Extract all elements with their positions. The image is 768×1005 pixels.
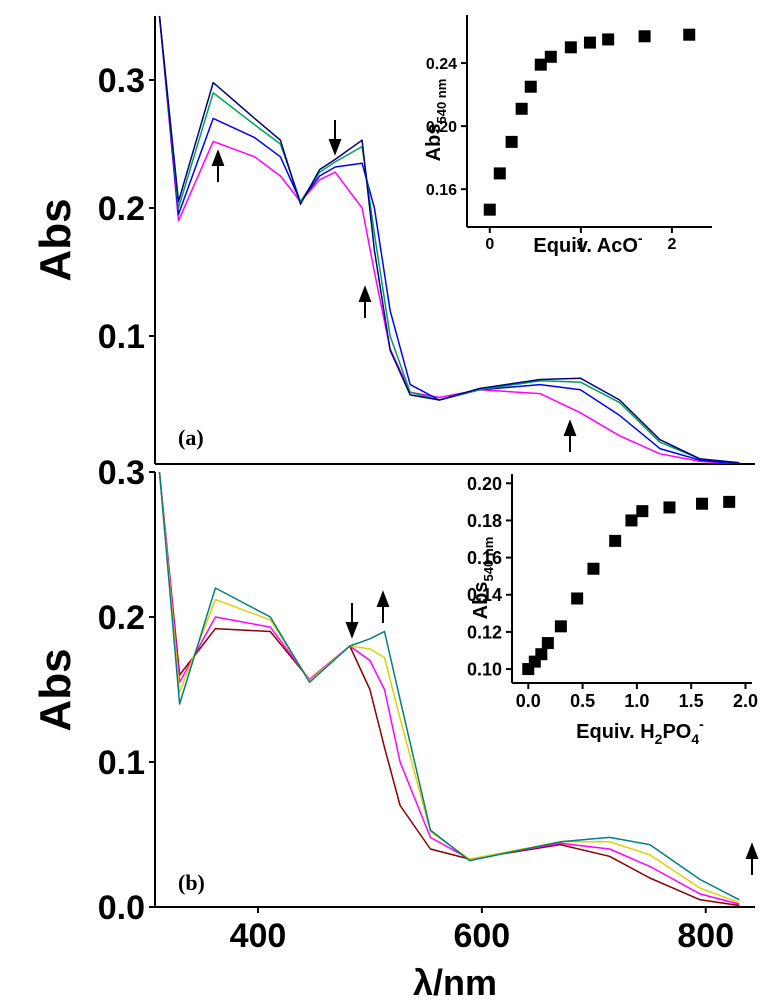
y-tick-label: 0.14 (467, 585, 502, 605)
y-tick-label: 0.0 (98, 889, 145, 927)
spectrum-line (158, 15, 740, 464)
data-point (534, 58, 547, 71)
inset-x-label: Equiv. H2PO4- (576, 716, 704, 747)
inset-y-label: Abs540 nm (470, 537, 496, 620)
x-tick-label: 1.0 (624, 691, 649, 711)
x-tick-label: 0.0 (516, 691, 541, 711)
y-axis-label: Abs (31, 198, 80, 281)
y-tick-label: 0.3 (98, 62, 145, 100)
label-part: Abs (470, 582, 492, 620)
data-point (638, 30, 651, 43)
label-part: 2 (655, 731, 663, 747)
data-point (625, 514, 638, 527)
y-tick-label: 0.16 (426, 182, 457, 199)
data-point (723, 495, 736, 508)
x-tick-label: 600 (453, 917, 510, 955)
x-tick-label: 0.5 (570, 691, 595, 711)
label-part: Abs (423, 124, 445, 162)
y-tick-label: 0.3 (98, 454, 145, 492)
x-tick-label: 800 (677, 917, 734, 955)
label-part: PO (662, 721, 691, 743)
data-point (544, 50, 557, 63)
data-point (583, 36, 596, 49)
spectrum-line (158, 471, 740, 901)
y-tick-label: 0.2 (98, 599, 145, 637)
data-point (541, 637, 554, 650)
y-tick-label: 0.1 (98, 318, 145, 356)
spectrum-line (158, 15, 740, 464)
label-part: Equiv. H (576, 721, 655, 743)
y-tick-label: 0.2 (98, 190, 145, 228)
data-point (564, 41, 577, 54)
spectrum-line (158, 471, 740, 907)
data-point (683, 28, 696, 41)
y-tick-label: 0.24 (426, 56, 457, 73)
data-point (505, 135, 518, 148)
data-point (524, 80, 537, 93)
label-part: - (638, 230, 643, 246)
panel-label: (a) (178, 425, 204, 450)
spectrum-line (158, 471, 740, 905)
y-axis-label: Abs (31, 648, 80, 731)
y-tick-label: 0.10 (467, 660, 502, 680)
label-part: Equiv. AcO (533, 235, 637, 257)
data-point (483, 203, 496, 216)
data-point (571, 592, 584, 605)
data-point (663, 501, 676, 514)
x-axis-label: λ/nm (413, 962, 497, 1003)
inset-y-label: Abs540 nm (423, 79, 449, 162)
x-tick-label: 400 (230, 917, 287, 955)
y-tick-label: 0.20 (467, 474, 502, 494)
inset-x-label: Equiv. AcO- (533, 230, 642, 257)
label-part: 4 (691, 731, 699, 747)
x-tick-label: 0 (485, 236, 494, 253)
label-part: 540 nm (434, 79, 449, 124)
data-point (535, 648, 548, 661)
label-part: - (699, 716, 704, 732)
y-tick-label: 0.18 (467, 511, 502, 531)
y-tick-label: 0.20 (426, 119, 457, 136)
x-tick-label: 2 (667, 236, 676, 253)
data-point (493, 167, 506, 180)
spectrum-line (158, 15, 740, 464)
arrows (211, 120, 759, 875)
data-point (609, 534, 622, 547)
y-tick-label: 0.16 (467, 548, 502, 568)
data-point (636, 505, 649, 518)
data-point (515, 102, 528, 115)
y-tick-label: 0.12 (467, 622, 502, 642)
label-part: 540 nm (481, 537, 496, 582)
spectrum-line (158, 15, 740, 464)
data-point (696, 497, 709, 510)
spectrum-line (158, 471, 740, 904)
panel-label: (b) (178, 870, 205, 895)
data-point (602, 33, 615, 46)
data-point (554, 620, 567, 633)
data-point (587, 562, 600, 575)
y-tick-label: 0.1 (98, 744, 145, 782)
x-tick-label: 2.0 (733, 691, 758, 711)
x-tick-label: 1 (576, 236, 585, 253)
x-tick-label: 1.5 (679, 691, 704, 711)
